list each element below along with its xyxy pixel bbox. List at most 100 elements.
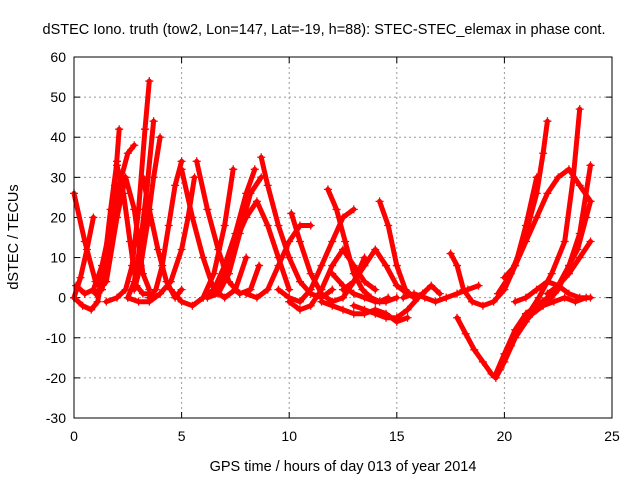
data-point [295, 305, 304, 314]
data-point [560, 237, 569, 246]
data-point [582, 213, 591, 222]
data-point [339, 305, 347, 314]
data-point [119, 189, 128, 198]
data-point [332, 205, 341, 214]
series-line [71, 214, 96, 301]
data-point [435, 289, 444, 298]
data-point [199, 293, 208, 302]
data-point [399, 293, 408, 302]
data-point [453, 313, 462, 322]
data-point [220, 221, 229, 230]
data-point [274, 285, 283, 294]
data-point [543, 297, 552, 306]
data-point [371, 297, 380, 306]
series-pass-40 [543, 197, 595, 298]
data-point [145, 205, 154, 214]
series-pass-12 [145, 157, 186, 302]
data-point [543, 289, 552, 298]
series-line [495, 118, 550, 297]
data-point [532, 285, 541, 294]
data-point [242, 189, 251, 198]
data-point [306, 221, 315, 230]
data-point [560, 293, 569, 302]
data-point [468, 297, 477, 306]
data-point [177, 165, 186, 174]
series-pass-07 [102, 77, 154, 306]
data-point [242, 253, 251, 262]
x-tick-label: 25 [604, 428, 620, 444]
data-point [156, 289, 165, 298]
data-point [121, 285, 130, 294]
y-tick-label: -10 [46, 330, 66, 346]
data-point [285, 297, 294, 306]
data-point [532, 189, 541, 198]
data-point [521, 313, 530, 322]
series-pass-17 [209, 197, 294, 298]
data-point [78, 301, 87, 310]
data-point [575, 253, 584, 262]
data-point [496, 365, 505, 374]
data-point [341, 237, 350, 246]
data-point [263, 285, 272, 294]
data-point [134, 297, 143, 306]
data-point [532, 305, 541, 314]
y-tick-label: 40 [50, 129, 66, 145]
data-point [532, 213, 541, 222]
data-point [517, 321, 526, 330]
data-point [446, 249, 455, 258]
data-point [534, 293, 543, 302]
data-point [427, 281, 436, 290]
data-point [328, 285, 337, 294]
tick-layer: -30 -20 -10 0 10 20 30 40 50 60 0 5 10 15 20 25 [46, 49, 620, 444]
data-point [209, 269, 218, 278]
data-point [360, 305, 369, 314]
data-point [151, 285, 160, 294]
data-point [274, 221, 283, 230]
data-point [478, 301, 487, 310]
data-point [130, 141, 139, 150]
data-point [519, 237, 528, 246]
data-point [543, 117, 552, 126]
data-point [274, 261, 283, 270]
data-point [339, 293, 347, 302]
data-point [113, 213, 122, 222]
data-point [188, 213, 197, 222]
data-point [82, 245, 91, 254]
data-point [158, 261, 167, 270]
data-point [349, 309, 358, 318]
data-point [113, 293, 122, 302]
data-point [123, 149, 132, 158]
data-point [166, 285, 175, 294]
y-tick-label: 30 [50, 169, 66, 185]
data-point [91, 289, 100, 298]
data-point [156, 133, 165, 142]
y-tick-label: -30 [46, 410, 66, 426]
data-point [76, 273, 85, 282]
data-point [242, 213, 251, 222]
data-point [177, 297, 186, 306]
data-point [360, 277, 369, 286]
series-pass-20 [242, 221, 315, 302]
data-point [295, 277, 304, 286]
data-point [136, 261, 145, 270]
data-point [511, 297, 520, 306]
data-point [177, 245, 186, 254]
data-point [586, 293, 595, 302]
data-point [188, 301, 197, 310]
data-point [547, 269, 556, 278]
data-point [285, 237, 294, 246]
series-pass-18 [199, 165, 259, 302]
data-point [102, 297, 111, 306]
data-point [554, 281, 563, 290]
data-point [403, 313, 412, 322]
data-point [323, 185, 332, 194]
data-point [586, 237, 595, 246]
data-point [257, 153, 266, 162]
data-point [339, 285, 347, 294]
data-point [371, 309, 380, 318]
data-point [564, 261, 573, 270]
data-point [121, 173, 130, 182]
data-point [474, 281, 483, 290]
data-point [543, 189, 552, 198]
